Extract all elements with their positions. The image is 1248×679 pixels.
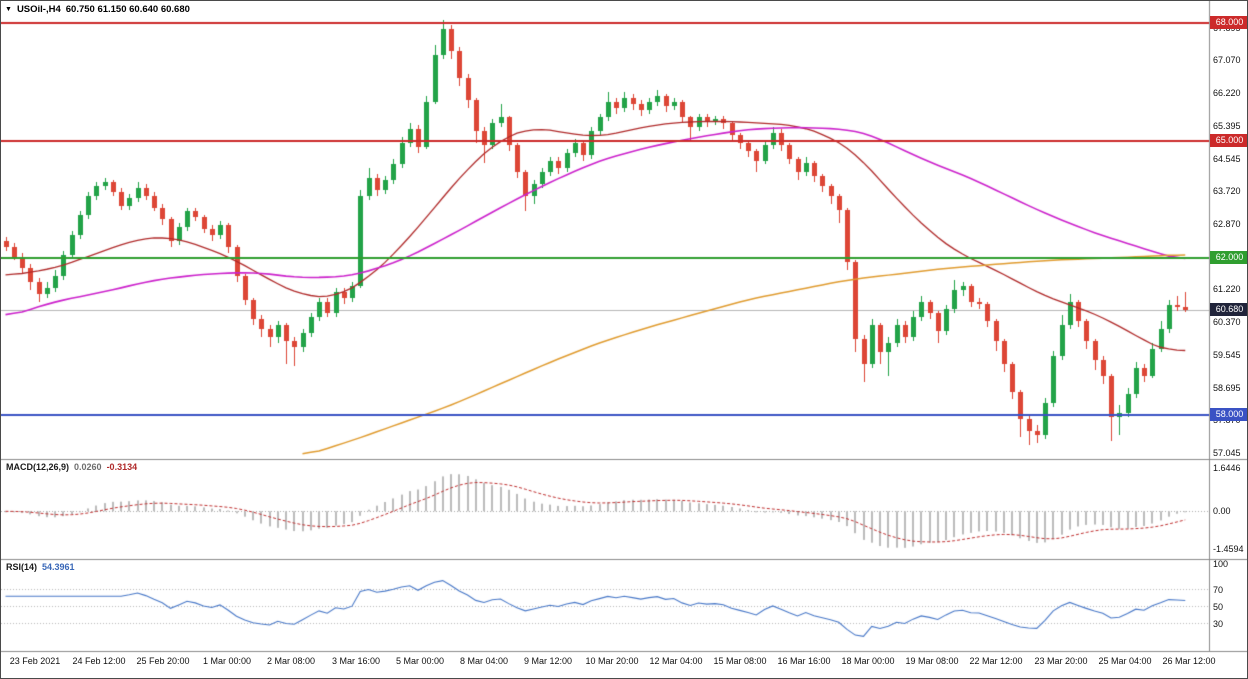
rsi-indicator-label: RSI(14) 54.3961 <box>6 562 75 572</box>
symbol-dropdown-icon[interactable]: ▼ <box>5 6 12 13</box>
chart-symbol-timeframe: USOil-,H4 <box>16 4 61 15</box>
macd-indicator-name: MACD(12,26,9) <box>6 462 70 472</box>
rsi-value: 54.3961 <box>42 562 75 572</box>
rsi-indicator-name: RSI(14) <box>6 562 38 572</box>
macd-main-value: 0.0260 <box>74 462 102 472</box>
chart-title: ▼ USOil-,H4 60.750 61.150 60.640 60.680 <box>5 4 190 15</box>
macd-indicator-label: MACD(12,26,9) 0.0260 -0.3134 <box>6 462 137 472</box>
chart-ohlc-values: 60.750 61.150 60.640 60.680 <box>65 4 190 15</box>
macd-signal-value: -0.3134 <box>106 462 138 472</box>
